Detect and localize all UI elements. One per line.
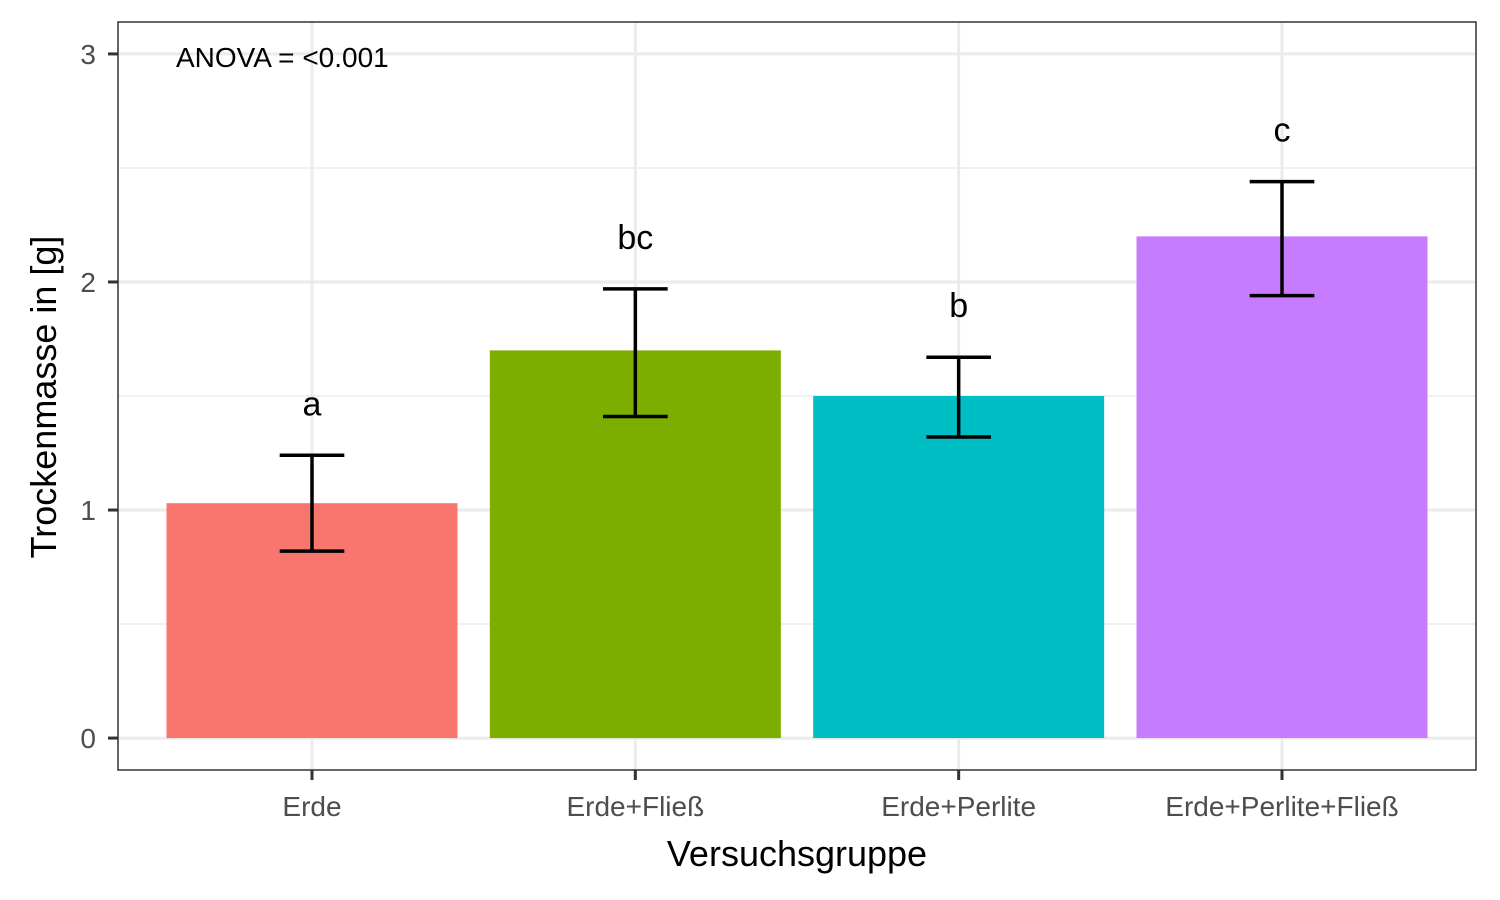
x-tick-label: Erde+Perlite [881,791,1036,822]
significance-label-4: c [1274,112,1291,150]
bar-4 [1136,236,1428,739]
y-axis: 0 1 2 3 [80,39,118,754]
y-tick-label: 3 [80,39,96,70]
significance-label-1: a [303,385,322,423]
x-axis: Erde Erde+Fließ Erde+Perlite Erde+Perlite+F… [282,770,1399,822]
x-tick-label: Erde+Fließ [566,791,704,822]
y-axis-title: Trockenmasse in [g] [23,236,64,559]
bars [166,236,1428,739]
x-tick-label: Erde [282,791,341,822]
anova-annotation: ANOVA = <0.001 [176,42,389,73]
y-tick-label: 0 [80,723,96,754]
error-bars [279,179,1315,553]
x-tick-label: Erde+Perlite+Fließ [1165,791,1398,822]
x-axis-title: Versuchsgruppe [667,833,927,874]
y-tick-label: 2 [80,267,96,298]
panel-border [117,21,1477,771]
y-tick-label: 1 [80,495,96,526]
significance-label-3: b [949,287,968,325]
bar-3 [813,396,1105,739]
significance-label-2: bc [617,219,653,257]
